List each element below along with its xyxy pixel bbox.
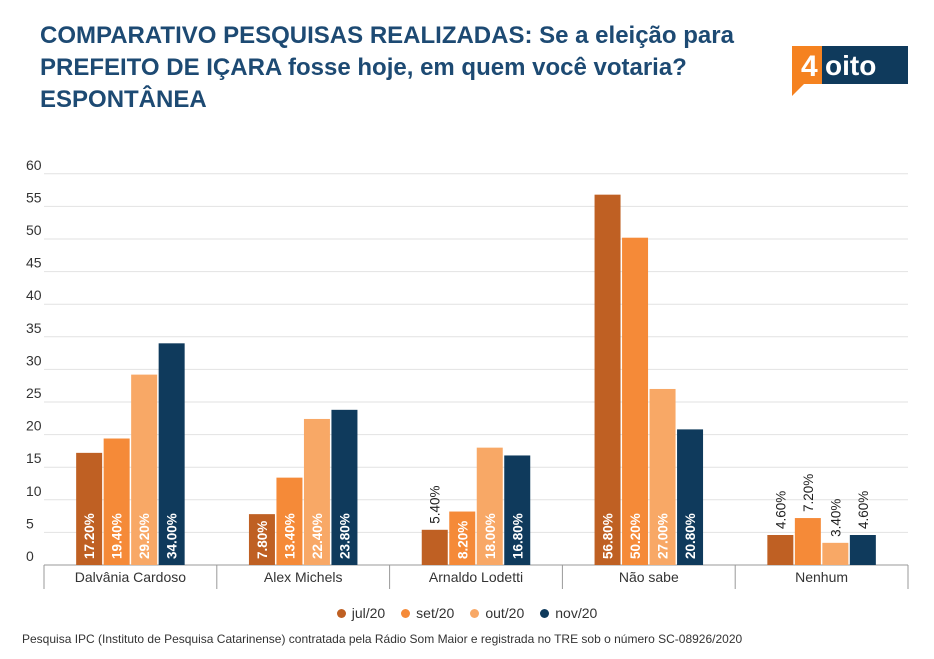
legend-label: nov/20 — [555, 605, 598, 621]
y-tick-label: 10 — [26, 483, 42, 499]
y-tick-label: 30 — [26, 352, 42, 368]
chart-title: COMPARATIVO PESQUISAS REALIZADAS: Se a e… — [40, 22, 734, 113]
data-label: 3.40% — [828, 499, 843, 537]
bar-set-20 — [449, 511, 476, 565]
data-label: 17.20% — [82, 513, 97, 559]
data-label: 16.80% — [510, 513, 525, 559]
legend-item: out/20 — [470, 605, 524, 621]
legend-swatch — [401, 608, 411, 618]
y-tick-label: 35 — [26, 320, 42, 336]
bar-jul-20 — [767, 535, 794, 565]
legend-label: set/20 — [416, 605, 455, 621]
data-label: 13.40% — [282, 513, 297, 559]
bar-set-20 — [622, 237, 649, 566]
data-label: 7.80% — [255, 521, 270, 559]
y-tick-label: 25 — [26, 385, 42, 401]
bar-nov-20 — [677, 429, 704, 565]
y-tick-label: 5 — [26, 515, 34, 531]
brand-logo: 4 oito — [792, 46, 908, 96]
bar-out-20 — [822, 542, 849, 565]
legend-swatch — [336, 608, 346, 618]
bar-set-20 — [103, 438, 130, 565]
bar-out-20 — [476, 447, 503, 565]
y-tick-label: 45 — [26, 255, 42, 271]
legend-item: nov/20 — [540, 605, 597, 621]
data-label: 23.80% — [337, 513, 352, 559]
data-label: 4.60% — [773, 491, 788, 529]
y-tick-label: 15 — [26, 450, 42, 466]
y-tick-label: 60 — [26, 157, 42, 173]
x-tick-label: Não sabe — [619, 569, 679, 585]
bar-nov-20 — [504, 455, 531, 565]
data-label: 5.40% — [428, 486, 443, 524]
data-label: 7.20% — [801, 474, 816, 512]
data-label: 8.20% — [455, 521, 470, 559]
svg-text:4: 4 — [801, 50, 818, 83]
bar-nov-20 — [849, 535, 876, 565]
legend-label: jul/20 — [351, 605, 386, 621]
data-label: 19.40% — [110, 513, 125, 559]
x-tick-label: Alex Michels — [264, 569, 343, 585]
y-tick-label: 0 — [26, 548, 34, 564]
x-tick-label: Arnaldo Lodetti — [429, 569, 523, 585]
data-label: 34.00% — [165, 513, 180, 559]
data-label: 56.80% — [601, 513, 616, 559]
footnote: Pesquisa IPC (Instituto de Pesquisa Cata… — [22, 632, 743, 646]
data-label: 20.80% — [683, 513, 698, 559]
bar-jul-20 — [594, 194, 621, 565]
bar-jul-20 — [421, 529, 448, 565]
bar-jul-20 — [248, 514, 275, 565]
legend-item: jul/20 — [336, 605, 386, 621]
y-tick-label: 50 — [26, 222, 42, 238]
bar-nov-20 — [158, 343, 185, 565]
data-label: 27.00% — [656, 513, 671, 559]
svg-text:oito: oito — [825, 50, 876, 81]
legend-swatch — [470, 608, 480, 618]
legend-item: set/20 — [401, 605, 454, 621]
legend-label: out/20 — [485, 605, 525, 621]
chart-legend: jul/20 set/20 out/20 nov/20 — [0, 605, 934, 621]
data-label: 4.60% — [856, 491, 871, 529]
bar-chart: 0 5 10 15 20 25 30 35 40 45 50 55 60 Dalvânia Cardoso… — [26, 157, 909, 589]
bar-out-20 — [303, 418, 330, 565]
data-label: 18.00% — [483, 513, 498, 559]
y-tick-label: 40 — [26, 287, 42, 303]
bar-nov-20 — [331, 409, 358, 565]
logo-accent — [792, 46, 822, 96]
data-label: 22.40% — [310, 513, 325, 559]
x-tick-label: Nenhum — [795, 569, 848, 585]
y-tick-label: 20 — [26, 418, 42, 434]
data-label: 29.20% — [137, 513, 152, 559]
data-label: 50.20% — [628, 513, 643, 559]
bar-out-20 — [131, 374, 158, 565]
bar-set-20 — [794, 518, 821, 565]
x-tick-label: Dalvânia Cardoso — [75, 569, 186, 585]
y-tick-label: 55 — [26, 189, 42, 205]
bar-out-20 — [649, 388, 676, 565]
bar-set-20 — [276, 477, 303, 565]
bar-jul-20 — [76, 452, 103, 565]
legend-swatch — [540, 608, 550, 618]
